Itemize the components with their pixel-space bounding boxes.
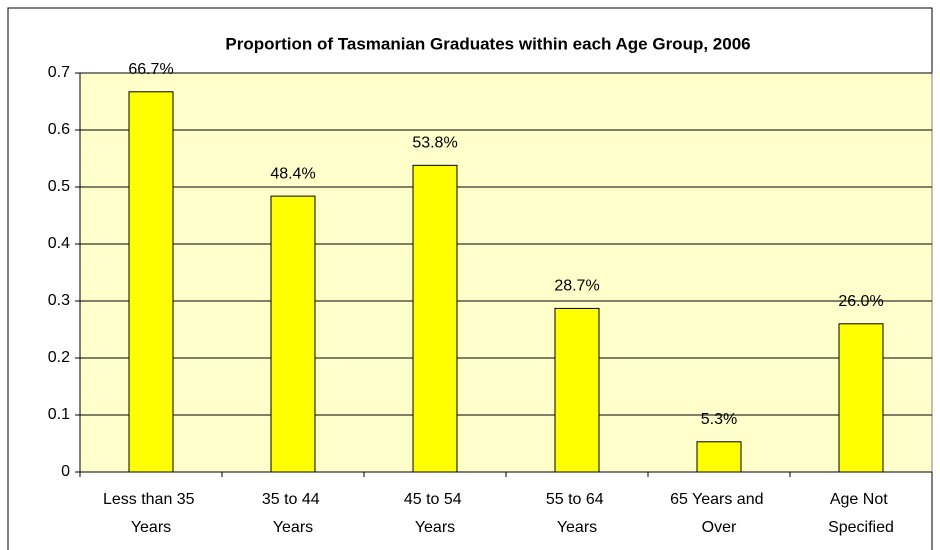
x-tick-label-line: 65 Years and bbox=[670, 491, 768, 508]
x-tick-label-line: Less than 35 bbox=[103, 491, 199, 508]
x-tick-label: 65 Years and Over bbox=[670, 491, 768, 536]
x-tick-label-line: 45 to 54 bbox=[404, 491, 466, 508]
y-tick-label: 0 bbox=[61, 463, 70, 480]
y-tick-label: 0.6 bbox=[48, 121, 70, 138]
x-tick-label-line: Years bbox=[557, 519, 597, 536]
y-tick-label: 0.5 bbox=[48, 178, 70, 195]
x-tick-label-line: 35 to 44 bbox=[262, 491, 324, 508]
value-label: 5.3% bbox=[701, 411, 737, 428]
x-tick-label: 35 to 44 Years bbox=[262, 491, 324, 536]
x-tick-label: Less than 35 Years bbox=[103, 491, 199, 536]
bar bbox=[128, 91, 174, 473]
x-tick-label-line: Specified bbox=[828, 519, 894, 536]
plot-area bbox=[79, 72, 933, 473]
y-tick-label: 0.3 bbox=[48, 292, 70, 309]
x-tick-label-line: Years bbox=[415, 519, 455, 536]
y-tick-label: 0.1 bbox=[48, 406, 70, 423]
value-label: 48.4% bbox=[270, 165, 315, 182]
x-tick-label-line: Years bbox=[131, 519, 171, 536]
x-tick-label-line: Years bbox=[273, 519, 313, 536]
bar bbox=[412, 164, 458, 473]
x-tick-label: 55 to 64 Years bbox=[546, 491, 608, 536]
x-tick-label-line: 55 to 64 bbox=[546, 491, 608, 508]
y-tick-label: 0.7 bbox=[48, 64, 70, 81]
chart-title: Proportion of Tasmanian Graduates within… bbox=[225, 34, 750, 53]
y-tick-label: 0.4 bbox=[48, 235, 70, 252]
y-tick-label: 0.2 bbox=[48, 349, 70, 366]
x-tick-label: Age Not Specified bbox=[828, 491, 894, 536]
bar bbox=[838, 323, 884, 473]
bar bbox=[696, 441, 742, 473]
value-label: 53.8% bbox=[412, 135, 457, 152]
bar bbox=[270, 195, 316, 473]
x-tick-label: 45 to 54 Years bbox=[404, 491, 466, 536]
bar bbox=[554, 307, 600, 473]
x-tick-label-line: Age Not bbox=[830, 491, 892, 508]
value-label: 66.7% bbox=[128, 61, 173, 78]
value-label: 28.7% bbox=[554, 278, 599, 295]
x-tick-label-line: Over bbox=[702, 519, 737, 536]
value-label: 26.0% bbox=[838, 293, 883, 310]
